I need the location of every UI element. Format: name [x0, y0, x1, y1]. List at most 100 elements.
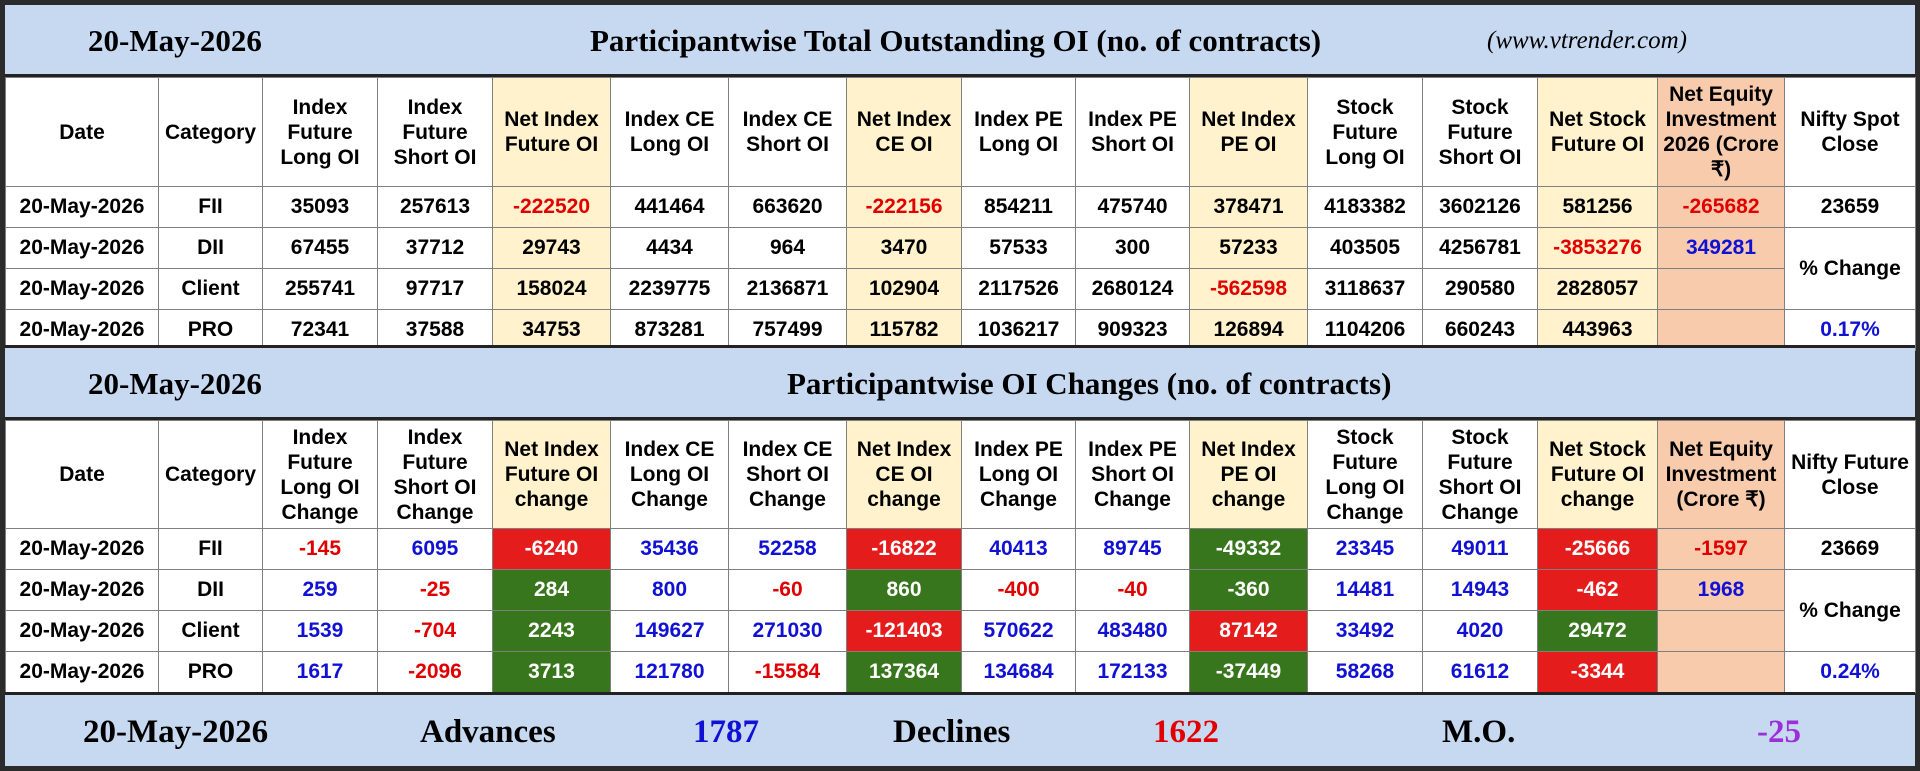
data-cell: 259 — [262, 569, 378, 611]
date-cell: 20-May-2026 — [5, 227, 159, 269]
data-cell: -6240 — [492, 528, 611, 570]
data-cell: 483480 — [1075, 610, 1190, 652]
equity-cell: -265682 — [1657, 186, 1785, 228]
equity-cell: 349281 — [1657, 227, 1785, 269]
data-cell: 115782 — [846, 309, 962, 351]
data-cell: 2243 — [492, 610, 611, 652]
data-cell: -704 — [377, 610, 493, 652]
data-cell: 2828057 — [1537, 268, 1658, 310]
data-cell: -15584 — [728, 651, 847, 693]
data-cell: 873281 — [610, 309, 729, 351]
category-cell: PRO — [158, 309, 263, 351]
data-cell: 72341 — [262, 309, 378, 351]
data-cell: 4183382 — [1307, 186, 1423, 228]
data-cell: 137364 — [846, 651, 962, 693]
header-row: Date Category Index Future Long OI Index… — [5, 77, 1916, 187]
data-cell: 290580 — [1422, 268, 1538, 310]
data-cell: 378471 — [1189, 186, 1308, 228]
header-cell: Net Index PE OI change — [1189, 420, 1308, 529]
pct-change-value: 0.17% — [1784, 309, 1916, 351]
data-cell: 97717 — [377, 268, 493, 310]
data-cell: 14943 — [1422, 569, 1538, 611]
data-cell: 158024 — [492, 268, 611, 310]
data-cell: 909323 — [1075, 309, 1190, 351]
header-cell: Index PE Short OI Change — [1075, 420, 1190, 529]
data-cell: 3470 — [846, 227, 962, 269]
top-date: 20-May-2026 — [88, 23, 262, 58]
equity-cell — [1657, 610, 1785, 652]
header-cell: Net Index Future OI — [492, 77, 611, 187]
outstanding-oi-table: Date Category Index Future Long OI Index… — [5, 77, 1916, 351]
data-cell: 126894 — [1189, 309, 1308, 351]
header-cell: Stock Future Long OI — [1307, 77, 1423, 187]
category-cell: Client — [158, 610, 263, 652]
data-cell: 102904 — [846, 268, 962, 310]
header-cell: Nifty Spot Close — [1784, 77, 1916, 187]
header-cell: Index CE Short OI — [728, 77, 847, 187]
mo-label: M.O. — [1442, 714, 1516, 750]
header-cell: Stock Future Long OI Change — [1307, 420, 1423, 529]
data-cell: 1036217 — [961, 309, 1076, 351]
data-cell: 255741 — [262, 268, 378, 310]
date-cell: 20-May-2026 — [5, 528, 159, 570]
table-row-dii: 20-May-2026 DII 67455 37712 29743 4434 9… — [5, 227, 1916, 310]
declines-label: Declines — [893, 714, 1011, 750]
header-cell: Net Index Future OI change — [492, 420, 611, 529]
data-cell: 3713 — [492, 651, 611, 693]
data-cell: 475740 — [1075, 186, 1190, 228]
data-cell: 2680124 — [1075, 268, 1190, 310]
table-row-dii: 20-May-2026 DII 259 -25 284 800 -60 860 … — [5, 569, 1916, 652]
data-cell: 441464 — [610, 186, 729, 228]
data-cell: 3602126 — [1422, 186, 1538, 228]
header-cell: Nifty Future Close — [1784, 420, 1916, 529]
data-cell: -60 — [728, 569, 847, 611]
category-cell: Client — [158, 268, 263, 310]
data-cell: 257613 — [377, 186, 493, 228]
category-cell: DII — [158, 569, 263, 611]
header-cell: Net Equity Investment (Crore ₹) — [1657, 420, 1785, 529]
date-cell: 20-May-2026 — [5, 569, 159, 611]
advances-label: Advances — [420, 714, 556, 750]
data-cell: 57533 — [961, 227, 1076, 269]
data-cell: 67455 — [262, 227, 378, 269]
header-row: Date Category Index Future Long OI Chang… — [5, 420, 1916, 529]
date-cell: 20-May-2026 — [5, 610, 159, 652]
data-cell: -3344 — [1537, 651, 1658, 693]
header-cell: Index CE Long OI — [610, 77, 729, 187]
header-cell: Date — [5, 77, 159, 187]
data-cell: 4434 — [610, 227, 729, 269]
data-cell: -40 — [1075, 569, 1190, 611]
data-cell: 61612 — [1422, 651, 1538, 693]
header-cell: Index PE Long OI Change — [961, 420, 1076, 529]
data-cell: -145 — [262, 528, 378, 570]
equity-cell: -1597 — [1657, 528, 1785, 570]
data-cell: 14481 — [1307, 569, 1423, 611]
data-cell: 4020 — [1422, 610, 1538, 652]
data-cell: 4256781 — [1422, 227, 1538, 269]
nifty-spot-close-value: 23659 — [1784, 186, 1916, 228]
data-cell: 89745 — [1075, 528, 1190, 570]
data-cell: 1617 — [262, 651, 378, 693]
data-cell: -25666 — [1537, 528, 1658, 570]
data-cell: 800 — [610, 569, 729, 611]
header-cell: Stock Future Short OI — [1422, 77, 1538, 187]
data-cell: 29743 — [492, 227, 611, 269]
header-cell: Net Index CE OI change — [846, 420, 962, 529]
date-cell: 20-May-2026 — [5, 651, 159, 693]
data-cell: 271030 — [728, 610, 847, 652]
pct-change-value: 0.24% — [1784, 651, 1916, 693]
data-cell: -222156 — [846, 186, 962, 228]
data-cell: 854211 — [961, 186, 1076, 228]
category-cell: FII — [158, 186, 263, 228]
equity-cell — [1657, 309, 1785, 351]
data-cell: -2096 — [377, 651, 493, 693]
header-cell: Net Equity Investment 2026 (Crore ₹) — [1657, 77, 1785, 187]
data-cell: -121403 — [846, 610, 962, 652]
data-cell: 23345 — [1307, 528, 1423, 570]
data-cell: 37588 — [377, 309, 493, 351]
header-cell: Index CE Short OI Change — [728, 420, 847, 529]
data-cell: 34753 — [492, 309, 611, 351]
data-cell: 581256 — [1537, 186, 1658, 228]
header-cell: Index PE Short OI — [1075, 77, 1190, 187]
data-cell: 660243 — [1422, 309, 1538, 351]
